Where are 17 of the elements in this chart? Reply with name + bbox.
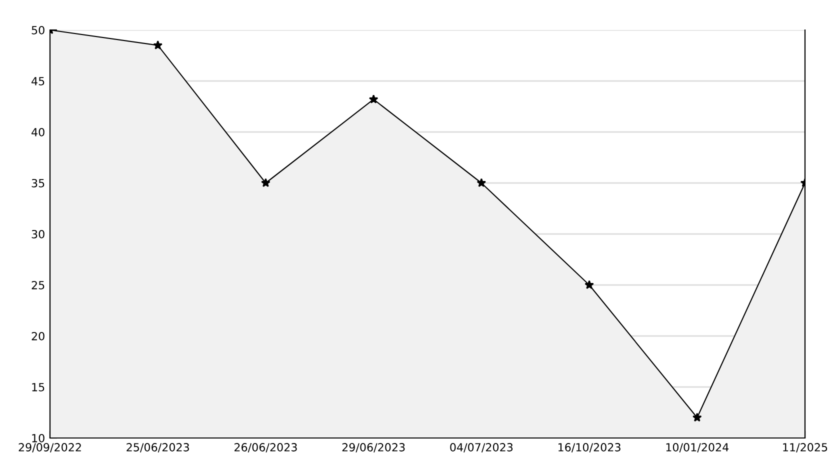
y-tick-label: 10 (32, 434, 44, 442)
y-tick-label: 15 (32, 383, 44, 392)
y-tick-label: 40 (32, 128, 44, 136)
x-tick-label: 29/09/2022 (18, 443, 81, 452)
y-tick-label: 45 (32, 77, 44, 86)
x-tick-label: 29/06/2023 (342, 443, 405, 452)
x-tick-label: 25/06/2023 (126, 443, 189, 452)
x-tick-label: 26/06/2023 (234, 443, 297, 452)
x-tick-label: 11/2025 (783, 443, 828, 452)
y-tick-label: 30 (32, 230, 44, 238)
y-tick-label: 20 (32, 332, 44, 340)
y-tick-label: 35 (32, 178, 44, 188)
x-tick-label: 16/10/2023 (558, 443, 620, 452)
x-tick-label: 04/07/2023 (450, 443, 513, 452)
x-tick-label: 10/01/2024 (666, 443, 729, 452)
y-tick-label: 50 (32, 26, 44, 34)
y-tick-label: 25 (32, 280, 44, 290)
